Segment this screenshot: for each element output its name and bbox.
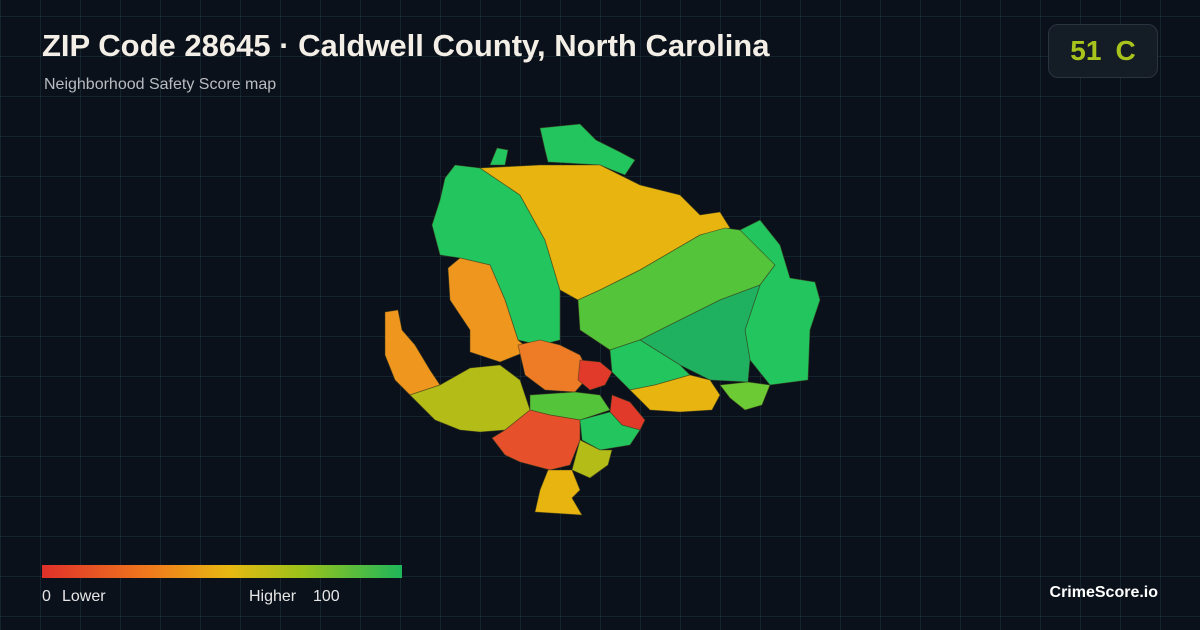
legend-min-label: Lower [62, 588, 106, 605]
region [384, 309, 441, 396]
score-badge: 51 C [1048, 24, 1158, 78]
title: ZIP Code 28645 · Caldwell County, North … [42, 28, 770, 63]
legend-gradient [42, 565, 402, 578]
region [534, 469, 583, 516]
region [539, 123, 636, 176]
region [719, 381, 771, 411]
legend-max-label: Higher [249, 588, 297, 605]
brand: CrimeScore.io [1049, 584, 1158, 601]
region [629, 374, 721, 413]
region [579, 411, 641, 451]
legend-max: 100 [313, 588, 340, 605]
subtitle: Neighborhood Safety Score map [44, 76, 277, 93]
region [639, 284, 761, 383]
score-value: 51 [1070, 35, 1102, 66]
legend-min: 0 [42, 588, 51, 605]
region [577, 359, 613, 391]
score-grade: C [1115, 35, 1136, 66]
region [489, 147, 509, 166]
